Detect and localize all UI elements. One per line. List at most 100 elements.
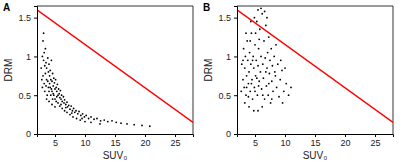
point	[255, 59, 257, 61]
point	[80, 114, 82, 116]
point	[282, 102, 284, 104]
point	[74, 111, 76, 113]
point	[45, 62, 47, 64]
point	[133, 124, 135, 126]
point	[81, 118, 83, 120]
point	[254, 87, 256, 89]
x-axis-line	[238, 135, 394, 138]
point	[120, 122, 122, 124]
point	[272, 65, 274, 67]
point	[257, 94, 259, 96]
point	[246, 87, 248, 89]
point	[275, 75, 277, 77]
point	[63, 102, 65, 104]
y-tick-label: 0.5	[218, 91, 231, 101]
point	[44, 90, 46, 92]
y-axis-line	[34, 7, 38, 135]
point	[48, 90, 50, 92]
point	[260, 71, 262, 73]
point	[240, 90, 242, 92]
point	[49, 75, 51, 77]
y-tick-mark	[234, 134, 237, 135]
point	[248, 106, 250, 108]
point	[47, 57, 49, 59]
point	[84, 121, 86, 123]
reference-line	[237, 10, 393, 122]
point	[57, 94, 59, 96]
frame	[37, 6, 193, 7]
point	[281, 69, 283, 71]
x-tick: 5	[53, 134, 58, 148]
y-tick-mark	[34, 56, 37, 57]
point	[254, 90, 256, 92]
x-tick: 15	[310, 134, 320, 148]
point	[57, 83, 59, 85]
point	[66, 111, 68, 113]
x-axis: 510152025	[238, 134, 394, 148]
y-tick: 1	[226, 52, 237, 62]
point	[46, 79, 48, 81]
point	[263, 40, 265, 42]
point	[252, 98, 254, 100]
x-tick-mark	[345, 134, 346, 137]
point	[54, 82, 56, 84]
point	[285, 83, 287, 85]
point	[64, 99, 66, 101]
point	[79, 119, 81, 121]
point	[51, 104, 53, 106]
x-tick-mark	[55, 134, 56, 137]
point	[270, 48, 272, 50]
point	[56, 96, 58, 98]
point	[96, 118, 98, 120]
x-tick-label: 10	[280, 138, 290, 148]
point	[284, 67, 286, 69]
point	[63, 96, 65, 98]
x-axis-line	[38, 135, 194, 138]
point	[271, 98, 273, 100]
point	[271, 80, 273, 82]
point	[252, 59, 254, 61]
point	[54, 88, 56, 90]
point	[250, 63, 252, 65]
panel-label: B	[203, 2, 210, 13]
x-tick: 10	[280, 134, 290, 148]
point	[58, 88, 60, 90]
y-tick: 0.5	[218, 91, 237, 101]
point	[245, 56, 247, 58]
point	[82, 113, 84, 115]
point	[266, 67, 268, 69]
point	[269, 73, 271, 75]
point	[44, 65, 46, 67]
plot-area	[37, 10, 193, 127]
point	[60, 104, 62, 106]
point	[55, 101, 57, 103]
point	[262, 63, 264, 65]
point	[42, 87, 44, 89]
x-tick: 20	[340, 134, 350, 148]
y-tick-mark	[234, 56, 237, 57]
point	[265, 71, 267, 73]
point	[72, 110, 74, 112]
point	[59, 105, 61, 107]
y-tick-mark	[34, 95, 37, 96]
point	[273, 56, 275, 58]
point	[99, 123, 101, 125]
point	[56, 90, 58, 92]
y-tick-label: 1.5	[218, 13, 231, 23]
x-tick: 15	[110, 134, 120, 148]
point	[64, 110, 66, 112]
point	[69, 108, 71, 110]
plot-area	[237, 7, 393, 122]
y-axis: 00.511.5	[18, 7, 37, 140]
point	[61, 94, 63, 96]
point	[268, 36, 270, 38]
point	[90, 121, 92, 123]
point	[65, 104, 67, 106]
point	[261, 13, 263, 15]
point	[45, 48, 47, 50]
point	[85, 114, 87, 116]
point	[60, 98, 62, 100]
point	[260, 7, 262, 9]
x-tick-label: 15	[310, 138, 320, 148]
point	[256, 21, 258, 23]
